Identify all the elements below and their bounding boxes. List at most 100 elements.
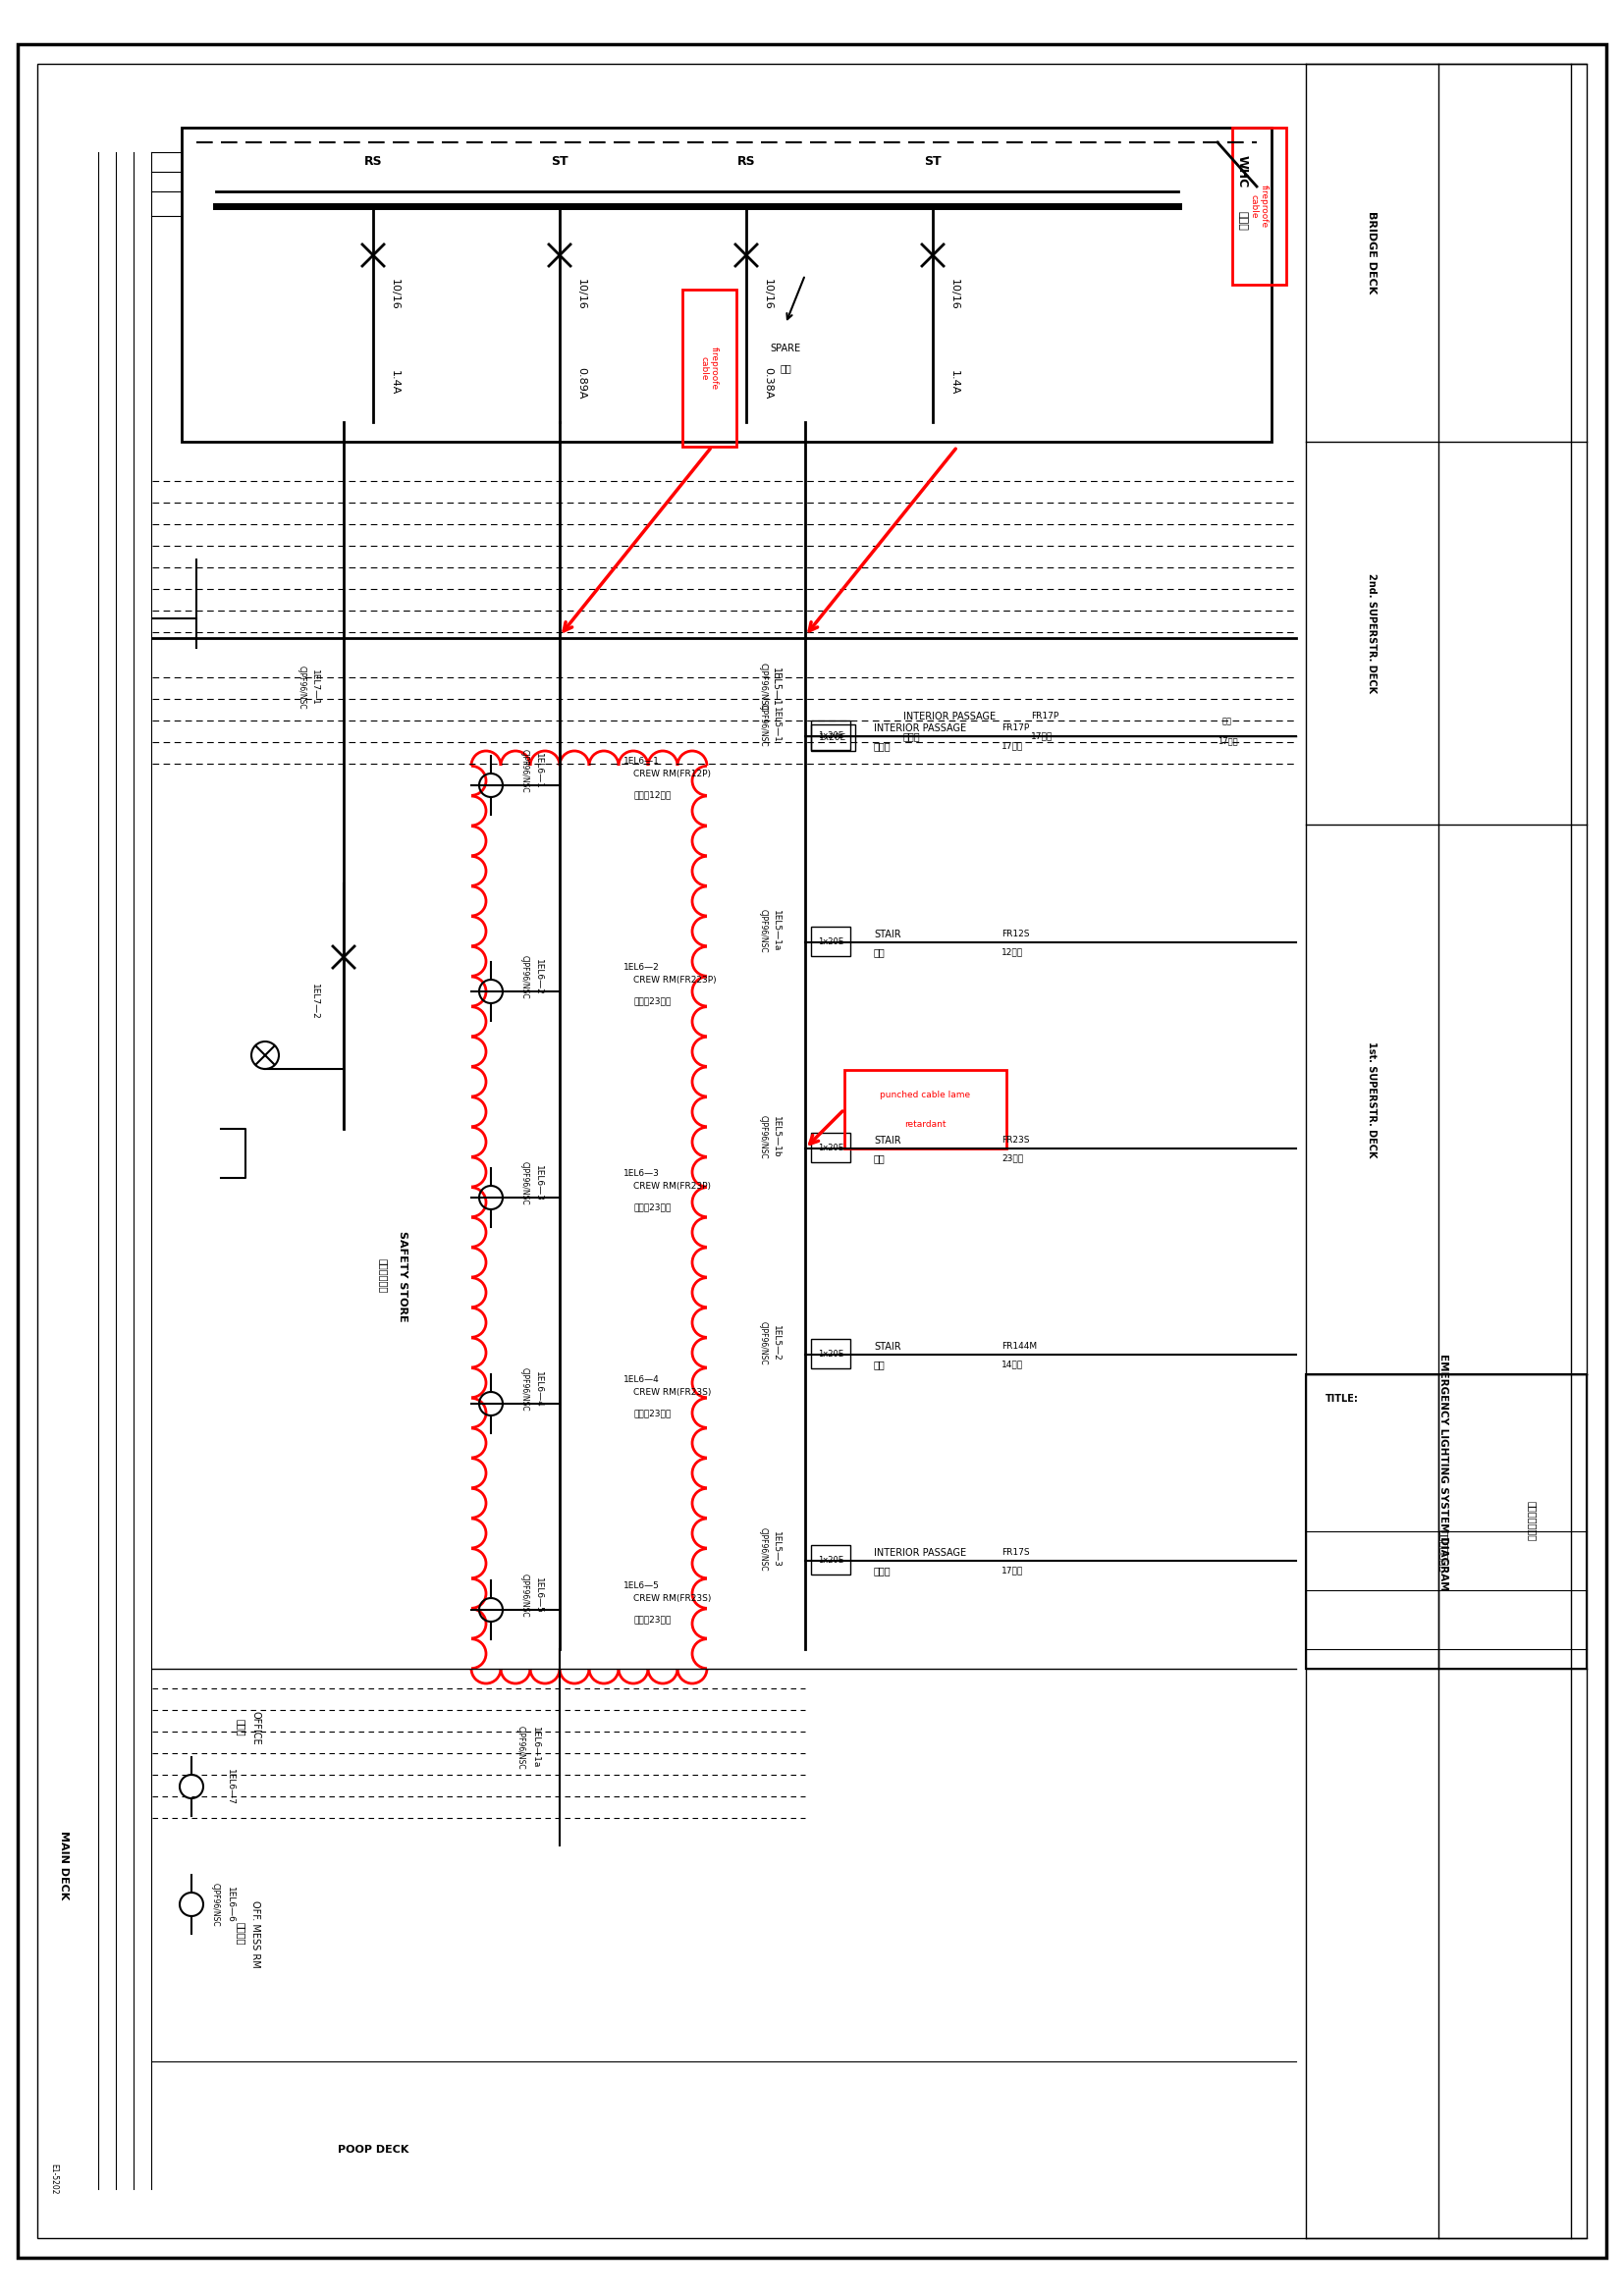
Text: 10/16: 10/16 xyxy=(390,278,400,310)
Text: 船员戰23个灯: 船员戰23个灯 xyxy=(633,996,671,1006)
Text: FR23S: FR23S xyxy=(1002,1137,1030,1146)
Text: STAIR: STAIR xyxy=(874,930,901,939)
Text: CJPF96/NSC: CJPF96/NSC xyxy=(758,1320,767,1364)
Bar xyxy=(810,1132,851,1162)
Text: 楼梯: 楼梯 xyxy=(874,1153,885,1164)
Text: CJPF96/NSC: CJPF96/NSC xyxy=(520,955,529,999)
Text: 楼梯: 楼梯 xyxy=(874,948,885,957)
Text: 内走道: 内走道 xyxy=(874,1566,892,1575)
Text: 内走道: 内走道 xyxy=(874,742,892,751)
Bar xyxy=(810,1545,851,1575)
Text: 1x20E: 1x20E xyxy=(818,1350,843,1359)
Text: ST: ST xyxy=(551,156,568,168)
Text: CJPF96/NSC: CJPF96/NSC xyxy=(758,1116,767,1159)
Text: INTERIOR PASSAGE: INTERIOR PASSAGE xyxy=(903,712,996,721)
Text: 1EL7—2: 1EL7—2 xyxy=(310,983,318,1019)
Text: 2nd. SUPERSTR. DECK: 2nd. SUPERSTR. DECK xyxy=(1367,574,1377,693)
Bar xyxy=(182,129,1272,441)
Text: CJPF96/NSC: CJPF96/NSC xyxy=(758,703,767,746)
Text: 1EL5—1: 1EL5—1 xyxy=(771,707,780,742)
Bar xyxy=(810,726,856,751)
Bar xyxy=(844,1070,1007,1148)
Text: CREW RM(FR12P): CREW RM(FR12P) xyxy=(633,769,711,778)
Text: 1.4A: 1.4A xyxy=(390,370,400,395)
Text: 1EL6—2: 1EL6—2 xyxy=(534,960,542,994)
Text: 船员戰23个灯: 船员戰23个灯 xyxy=(633,1410,671,1419)
Text: 23个灯: 23个灯 xyxy=(1002,1155,1023,1162)
Bar xyxy=(682,289,736,448)
Text: fireproofe
cable: fireproofe cable xyxy=(1249,184,1268,227)
Text: STAIR: STAIR xyxy=(874,1341,901,1352)
Text: MAIN DECK: MAIN DECK xyxy=(58,1830,68,1899)
Text: INTERIOR PASSAGE: INTERIOR PASSAGE xyxy=(874,723,966,732)
Text: 10/16: 10/16 xyxy=(763,278,773,310)
Text: CJPF96/NSC: CJPF96/NSC xyxy=(297,666,305,709)
Text: 12个灯: 12个灯 xyxy=(1002,948,1023,957)
Text: 楼梯: 楼梯 xyxy=(874,1359,885,1368)
Text: POOP DECK: POOP DECK xyxy=(338,2144,409,2154)
Text: WHC: WHC xyxy=(1236,156,1249,188)
Text: INTERIOR PASSAGE: INTERIOR PASSAGE xyxy=(874,1548,966,1557)
Text: CREW RM(FR23S): CREW RM(FR23S) xyxy=(633,1387,711,1396)
Text: 1EL6—5: 1EL6—5 xyxy=(624,1582,659,1589)
Text: 船员戰23个灯: 船员戰23个灯 xyxy=(633,1203,671,1212)
Text: 0.89A: 0.89A xyxy=(577,367,586,400)
Text: 安全设备库房: 安全设备库房 xyxy=(378,1258,388,1293)
Text: CJPF96/NSC: CJPF96/NSC xyxy=(516,1724,525,1770)
Text: 1EL6—4: 1EL6—4 xyxy=(624,1375,659,1384)
Text: 内走道: 内走道 xyxy=(903,732,921,742)
Text: 1EL5—1: 1EL5—1 xyxy=(771,668,781,707)
Text: 办公室: 办公室 xyxy=(235,1720,245,1736)
Text: CJPF96/NSC: CJPF96/NSC xyxy=(520,1366,529,1410)
Text: FR17P: FR17P xyxy=(1031,712,1059,721)
Text: 1x20E: 1x20E xyxy=(818,1143,843,1153)
Text: 10/16: 10/16 xyxy=(577,278,586,310)
Text: punched cable lame: punched cable lame xyxy=(880,1091,971,1100)
Text: 10/16: 10/16 xyxy=(950,278,960,310)
Bar xyxy=(1233,129,1286,285)
Text: CJPF96/NSC: CJPF96/NSC xyxy=(211,1883,219,1926)
Bar xyxy=(810,1339,851,1368)
Text: 17个灯: 17个灯 xyxy=(1031,732,1052,742)
Text: TITLE:: TITLE: xyxy=(1325,1394,1359,1403)
Text: OFFICE: OFFICE xyxy=(250,1711,260,1745)
Text: CJPF96/NSC: CJPF96/NSC xyxy=(758,664,767,712)
Text: 号税号: 号税号 xyxy=(1237,211,1247,230)
Text: CREW RM(FR23S): CREW RM(FR23S) xyxy=(633,1593,711,1603)
Text: 1EL6—7: 1EL6—7 xyxy=(226,1768,234,1805)
Text: 1x20E: 1x20E xyxy=(818,732,843,742)
Text: 0.38A: 0.38A xyxy=(763,367,773,400)
Text: 1EL6—1: 1EL6—1 xyxy=(624,755,659,765)
Text: 1EL6—1: 1EL6—1 xyxy=(534,753,542,788)
Text: 1x20E: 1x20E xyxy=(818,939,843,946)
Text: SAFETY STORE: SAFETY STORE xyxy=(398,1231,408,1322)
Text: CREW RM(FR23P): CREW RM(FR23P) xyxy=(633,1182,711,1189)
Text: 光殡: 光殡 xyxy=(1223,716,1233,726)
Text: OFF. MESS RM: OFF. MESS RM xyxy=(250,1901,260,1968)
Text: E1-5202: E1-5202 xyxy=(49,2163,58,2195)
Text: 船员戰12个灯: 船员戰12个灯 xyxy=(633,790,671,799)
Text: 1EL7—1: 1EL7—1 xyxy=(310,668,318,705)
Text: 1st. SUPERSTR. DECK: 1st. SUPERSTR. DECK xyxy=(1367,1042,1377,1157)
Text: 1EL5—1a: 1EL5—1a xyxy=(771,909,780,951)
Text: 1EL6—1a: 1EL6—1a xyxy=(531,1727,539,1768)
Text: 17个灯: 17个灯 xyxy=(1002,742,1023,751)
Text: 1EL5—3: 1EL5—3 xyxy=(771,1531,780,1568)
Text: 应急照明系统图: 应急照明系统图 xyxy=(1527,1502,1536,1541)
Text: STAIR: STAIR xyxy=(874,1137,901,1146)
Text: 1EL6—4: 1EL6—4 xyxy=(534,1371,542,1407)
Text: 1EL6—6: 1EL6—6 xyxy=(226,1887,234,1922)
Bar xyxy=(810,928,851,955)
Text: CJPF96/NSC: CJPF96/NSC xyxy=(520,748,529,792)
Bar xyxy=(1306,1375,1587,1669)
Text: BRIDGE DECK: BRIDGE DECK xyxy=(1367,211,1377,294)
Text: ST: ST xyxy=(924,156,942,168)
Text: 船员餐厅: 船员餐厅 xyxy=(235,1922,245,1945)
Text: CJPF96/NSC: CJPF96/NSC xyxy=(520,1162,529,1205)
Text: 1EL6—2: 1EL6—2 xyxy=(624,962,659,971)
Text: CJPF96/NSC: CJPF96/NSC xyxy=(758,909,767,953)
Text: RS: RS xyxy=(737,156,755,168)
Text: 1.4A: 1.4A xyxy=(950,370,960,395)
Text: 17个灯: 17个灯 xyxy=(1218,737,1237,746)
Text: 船员戰23个灯: 船员戰23个灯 xyxy=(633,1616,671,1623)
